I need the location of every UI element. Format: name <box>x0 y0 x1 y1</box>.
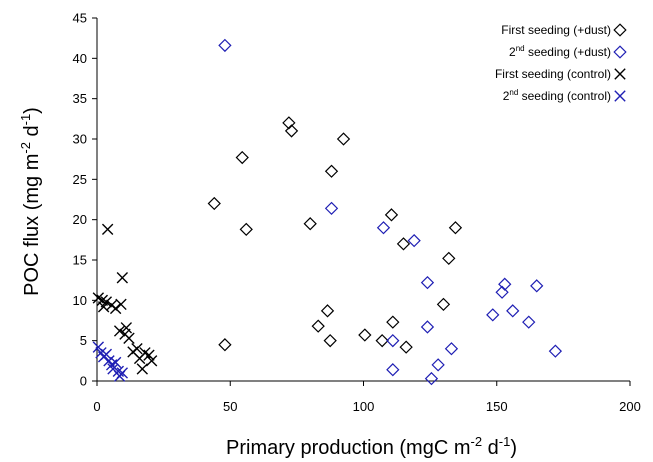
diamond-point <box>324 164 339 178</box>
axes <box>92 17 631 386</box>
x-point <box>109 356 122 369</box>
legend-marker <box>614 68 626 80</box>
legend-label: First seeding (+dust) <box>501 23 611 37</box>
axis-title-part: ) <box>21 107 43 114</box>
diamond-point <box>284 124 299 138</box>
x-point <box>116 272 129 284</box>
x-tick-label: 100 <box>353 399 375 414</box>
diamond-point <box>384 208 399 222</box>
y-tick-label: 40 <box>73 51 87 66</box>
x-point <box>100 296 113 308</box>
diamond-point <box>495 285 509 299</box>
diamond-point <box>336 132 351 146</box>
x-point <box>100 348 113 361</box>
y-tick-label: 30 <box>73 132 87 147</box>
diamond-point <box>424 371 439 386</box>
axis-title-part: -1 <box>499 434 511 449</box>
legend-label: First seeding (control) <box>495 67 611 81</box>
x-point <box>116 367 129 379</box>
axis-title-part: d <box>21 125 43 142</box>
series-2 <box>92 223 158 375</box>
x-point <box>145 355 158 367</box>
series-1 <box>218 38 563 386</box>
diamond-point <box>320 304 335 318</box>
x-point <box>120 322 133 334</box>
diamond-point <box>399 340 413 354</box>
legend-label: 2nd seeding (+dust) <box>509 44 611 59</box>
diamond-point <box>522 315 536 329</box>
y-tick-label: 0 <box>80 374 87 389</box>
diamond-point <box>218 338 232 352</box>
axis-title-part: -2 <box>18 142 33 154</box>
y-tick-label: 10 <box>73 293 87 308</box>
diamond-point <box>498 277 512 291</box>
x-tick-label: 200 <box>619 399 641 414</box>
diamond-point <box>386 334 400 348</box>
diamond-point <box>386 363 400 377</box>
diamond-point <box>444 342 459 356</box>
diamond-point <box>358 328 372 342</box>
diamond-point <box>235 150 249 165</box>
y-tick-label: 45 <box>73 11 87 26</box>
legend-label: 2nd seeding (control) <box>503 88 611 103</box>
axis-title-part: -2 <box>471 434 483 449</box>
legend: First seeding (+dust) 2nd seeding (+dust)… <box>495 23 627 103</box>
diamond-point <box>324 201 339 216</box>
x-point <box>101 223 114 236</box>
x-point <box>136 363 148 375</box>
x-point <box>123 332 135 344</box>
y-axis-title: POC flux (mg m-2 d-1) <box>18 107 43 296</box>
diamond-point <box>282 116 296 130</box>
tick-labels: 0 5 10 15 20 25 30 35 40 45 0 50 100 150 200 <box>73 11 641 415</box>
diamond-point <box>548 344 563 358</box>
y-tick-label: 15 <box>73 253 87 268</box>
series-3 <box>92 341 129 382</box>
x-point <box>143 349 155 361</box>
diamond-point <box>420 275 435 290</box>
x-tick-label: 150 <box>486 399 508 414</box>
diamond-point <box>448 221 463 235</box>
diamond-point <box>323 334 337 348</box>
y-tick-label: 5 <box>80 333 87 348</box>
y-tick-label: 20 <box>73 212 87 227</box>
x-point <box>115 298 127 311</box>
diamond-point <box>375 334 389 348</box>
axis-title-part: -1 <box>18 114 33 126</box>
y-tick-label: 35 <box>73 91 87 106</box>
diamond-point <box>506 304 520 318</box>
data-points <box>92 38 563 386</box>
axis-title-part: POC flux (mg m <box>21 154 43 296</box>
diamond-point <box>407 233 421 248</box>
legend-marker <box>614 90 626 102</box>
diamond-point <box>431 358 445 372</box>
y-tick-label: 25 <box>73 172 87 187</box>
diamond-point <box>436 297 451 312</box>
diamond-point <box>218 38 232 53</box>
x-point <box>109 302 122 315</box>
diamond-point <box>530 279 544 293</box>
axis-title-part: d <box>482 437 499 459</box>
x-point <box>113 325 126 337</box>
diamond-point <box>303 217 317 231</box>
axis-title-part: Primary production (mgC m <box>226 437 471 459</box>
x-tick-label: 50 <box>223 399 237 414</box>
series-0 <box>207 116 463 354</box>
diamond-point <box>420 320 435 334</box>
x-point <box>131 343 143 355</box>
diamond-point <box>207 196 221 211</box>
diamond-point <box>396 237 411 251</box>
diamond-point <box>239 222 253 236</box>
diamond-point <box>311 319 325 333</box>
diamond-point <box>442 251 456 266</box>
diamond-point <box>486 308 500 322</box>
x-tick-label: 0 <box>93 399 100 414</box>
diamond-point <box>386 315 400 329</box>
legend-marker <box>613 45 627 59</box>
legend-marker <box>613 23 627 37</box>
diamond-point <box>376 221 391 235</box>
x-axis-title: Primary production (mgC m-2 d-1) <box>226 434 517 459</box>
axis-title-part: ) <box>510 437 517 459</box>
